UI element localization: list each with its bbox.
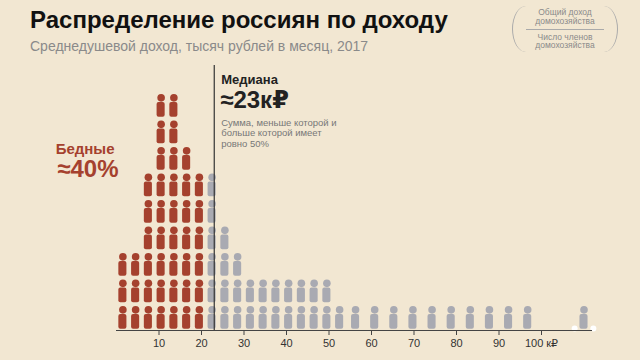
html-text:Среднедушевой доход, тысяч руб: Среднедушевой доход, тысяч рублей в меся… xyxy=(30,38,369,54)
svg-text:Медиана: Медиана xyxy=(221,72,278,88)
svg-text:80: 80 xyxy=(450,337,462,349)
svg-text:Сумма, меньше которой ибольше: Сумма, меньше которой ибольше которой им… xyxy=(221,117,336,149)
html-text:Общий доход домохозяйства: Общий доход домохозяйства xyxy=(535,6,595,26)
svg-text:30: 30 xyxy=(238,337,250,349)
svg-text:10: 10 xyxy=(153,337,165,349)
svg-text:Бедные: Бедные xyxy=(55,139,115,157)
svg-text:50: 50 xyxy=(323,337,335,349)
svg-text:90: 90 xyxy=(493,337,505,349)
svg-text:60: 60 xyxy=(365,337,377,349)
html-text:Число членов домохозяйства: Число членов домохозяйства xyxy=(535,31,595,51)
svg-text:≈40%: ≈40% xyxy=(57,155,118,182)
svg-text:20: 20 xyxy=(195,337,207,349)
svg-text:70: 70 xyxy=(408,337,420,349)
svg-text:100 к₽: 100 к₽ xyxy=(525,337,558,349)
html-text:Распределение россиян по доход: Распределение россиян по доходу xyxy=(30,6,448,33)
svg-text:40: 40 xyxy=(280,337,292,349)
svg-text:≈23к₽: ≈23к₽ xyxy=(220,86,289,113)
